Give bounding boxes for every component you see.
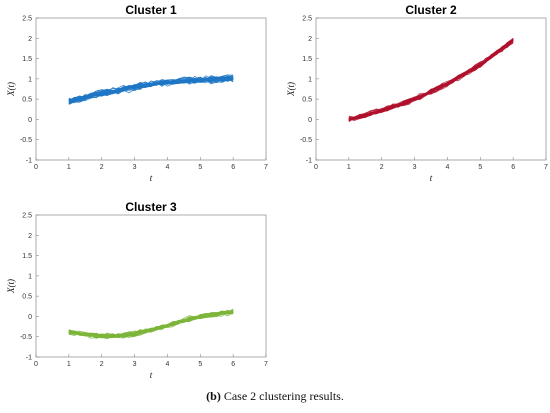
x-axis-label: t	[150, 370, 153, 380]
y-tick-label: -1	[26, 158, 32, 165]
x-tick-label: 4	[445, 164, 449, 171]
y-tick-label: 2.5	[22, 213, 32, 220]
chart-panel: 0 1 2 3 4 5 6 7 -1 -0.5 0 0.5 1 1.5 2 2.5 Cluster 3 t X(t)	[6, 200, 268, 380]
chart-panel: 0 1 2 3 4 5 6 7 -1 -0.5 0 0.5 1 1.5 2 2.5 Cluster 2 t X(t)	[286, 3, 548, 183]
plot-area	[35, 214, 267, 358]
x-tick-label: 1	[67, 361, 71, 368]
y-tick-label: 1.5	[22, 56, 32, 63]
y-tick-label: 2.5	[22, 16, 32, 23]
chart-title: Cluster 3	[125, 200, 177, 214]
x-tick-label: 7	[264, 164, 268, 171]
y-tick-label: 0	[28, 117, 32, 124]
x-tick-label: 5	[478, 164, 482, 171]
chart-panel: 0 1 2 3 4 5 6 7 -1 -0.5 0 0.5 1 1.5 2 2.5 Cluster 1 t X(t)	[6, 3, 268, 183]
y-tick-label: -0.5	[300, 137, 312, 144]
x-tick-label: 7	[544, 164, 548, 171]
series-line	[68, 310, 234, 338]
x-tick-label: 5	[198, 361, 202, 368]
x-tick-label: 0	[314, 164, 318, 171]
series-line	[68, 74, 234, 102]
caption-label: (b)	[206, 389, 221, 403]
y-axis-label: X(t)	[6, 82, 16, 97]
x-tick-label: 3	[133, 361, 137, 368]
y-tick-label: 0.5	[22, 97, 32, 104]
x-tick-label: 6	[231, 164, 235, 171]
y-tick-label: -0.5	[20, 334, 32, 341]
x-tick-label: 1	[67, 164, 71, 171]
y-tick-label: 1	[28, 76, 32, 83]
x-tick-label: 0	[34, 361, 38, 368]
y-tick-label: 0.5	[302, 97, 312, 104]
x-tick-label: 2	[100, 361, 104, 368]
y-tick-label: 1.5	[22, 253, 32, 260]
series-line	[348, 42, 514, 122]
y-axis-label: X(t)	[6, 279, 16, 294]
x-tick-label: 2	[100, 164, 104, 171]
plot-area	[35, 17, 267, 161]
x-tick-label: 7	[264, 361, 268, 368]
y-tick-label: 0	[28, 314, 32, 321]
series-line	[68, 78, 234, 105]
y-tick-label: 1	[28, 273, 32, 280]
y-tick-label: -0.5	[20, 137, 32, 144]
y-tick-label: -1	[306, 158, 312, 165]
y-tick-label: 1.5	[302, 56, 312, 63]
x-tick-label: 0	[34, 164, 38, 171]
x-tick-label: 6	[511, 164, 515, 171]
y-tick-label: 2	[308, 36, 312, 43]
x-tick-label: 2	[380, 164, 384, 171]
x-tick-label: 4	[165, 361, 169, 368]
x-axis-label: t	[430, 173, 433, 183]
figure: 0 1 2 3 4 5 6 7 -1 -0.5 0 0.5 1 1.5 2 2.5 Cluster 1 t X(t)…	[6, 3, 548, 380]
series-line	[68, 76, 234, 104]
chart-title: Cluster 1	[125, 3, 177, 17]
x-tick-label: 1	[347, 164, 351, 171]
x-tick-label: 5	[198, 164, 202, 171]
x-tick-label: 6	[231, 361, 235, 368]
y-tick-label: 0.5	[22, 294, 32, 301]
caption-text: Case 2 clustering results.	[223, 389, 344, 403]
y-tick-label: 0	[308, 117, 312, 124]
x-axis-label: t	[150, 173, 153, 183]
figure-caption: (b) Case 2 clustering results.	[0, 389, 550, 404]
x-tick-label: 4	[165, 164, 169, 171]
y-tick-label: 2	[28, 36, 32, 43]
chart-title: Cluster 2	[405, 3, 457, 17]
y-tick-label: 1	[308, 76, 312, 83]
y-tick-label: 2	[28, 233, 32, 240]
x-tick-label: 3	[413, 164, 417, 171]
x-tick-label: 3	[133, 164, 137, 171]
y-axis-label: X(t)	[286, 82, 296, 97]
y-tick-label: -1	[26, 355, 32, 362]
y-tick-label: 2.5	[302, 16, 312, 23]
